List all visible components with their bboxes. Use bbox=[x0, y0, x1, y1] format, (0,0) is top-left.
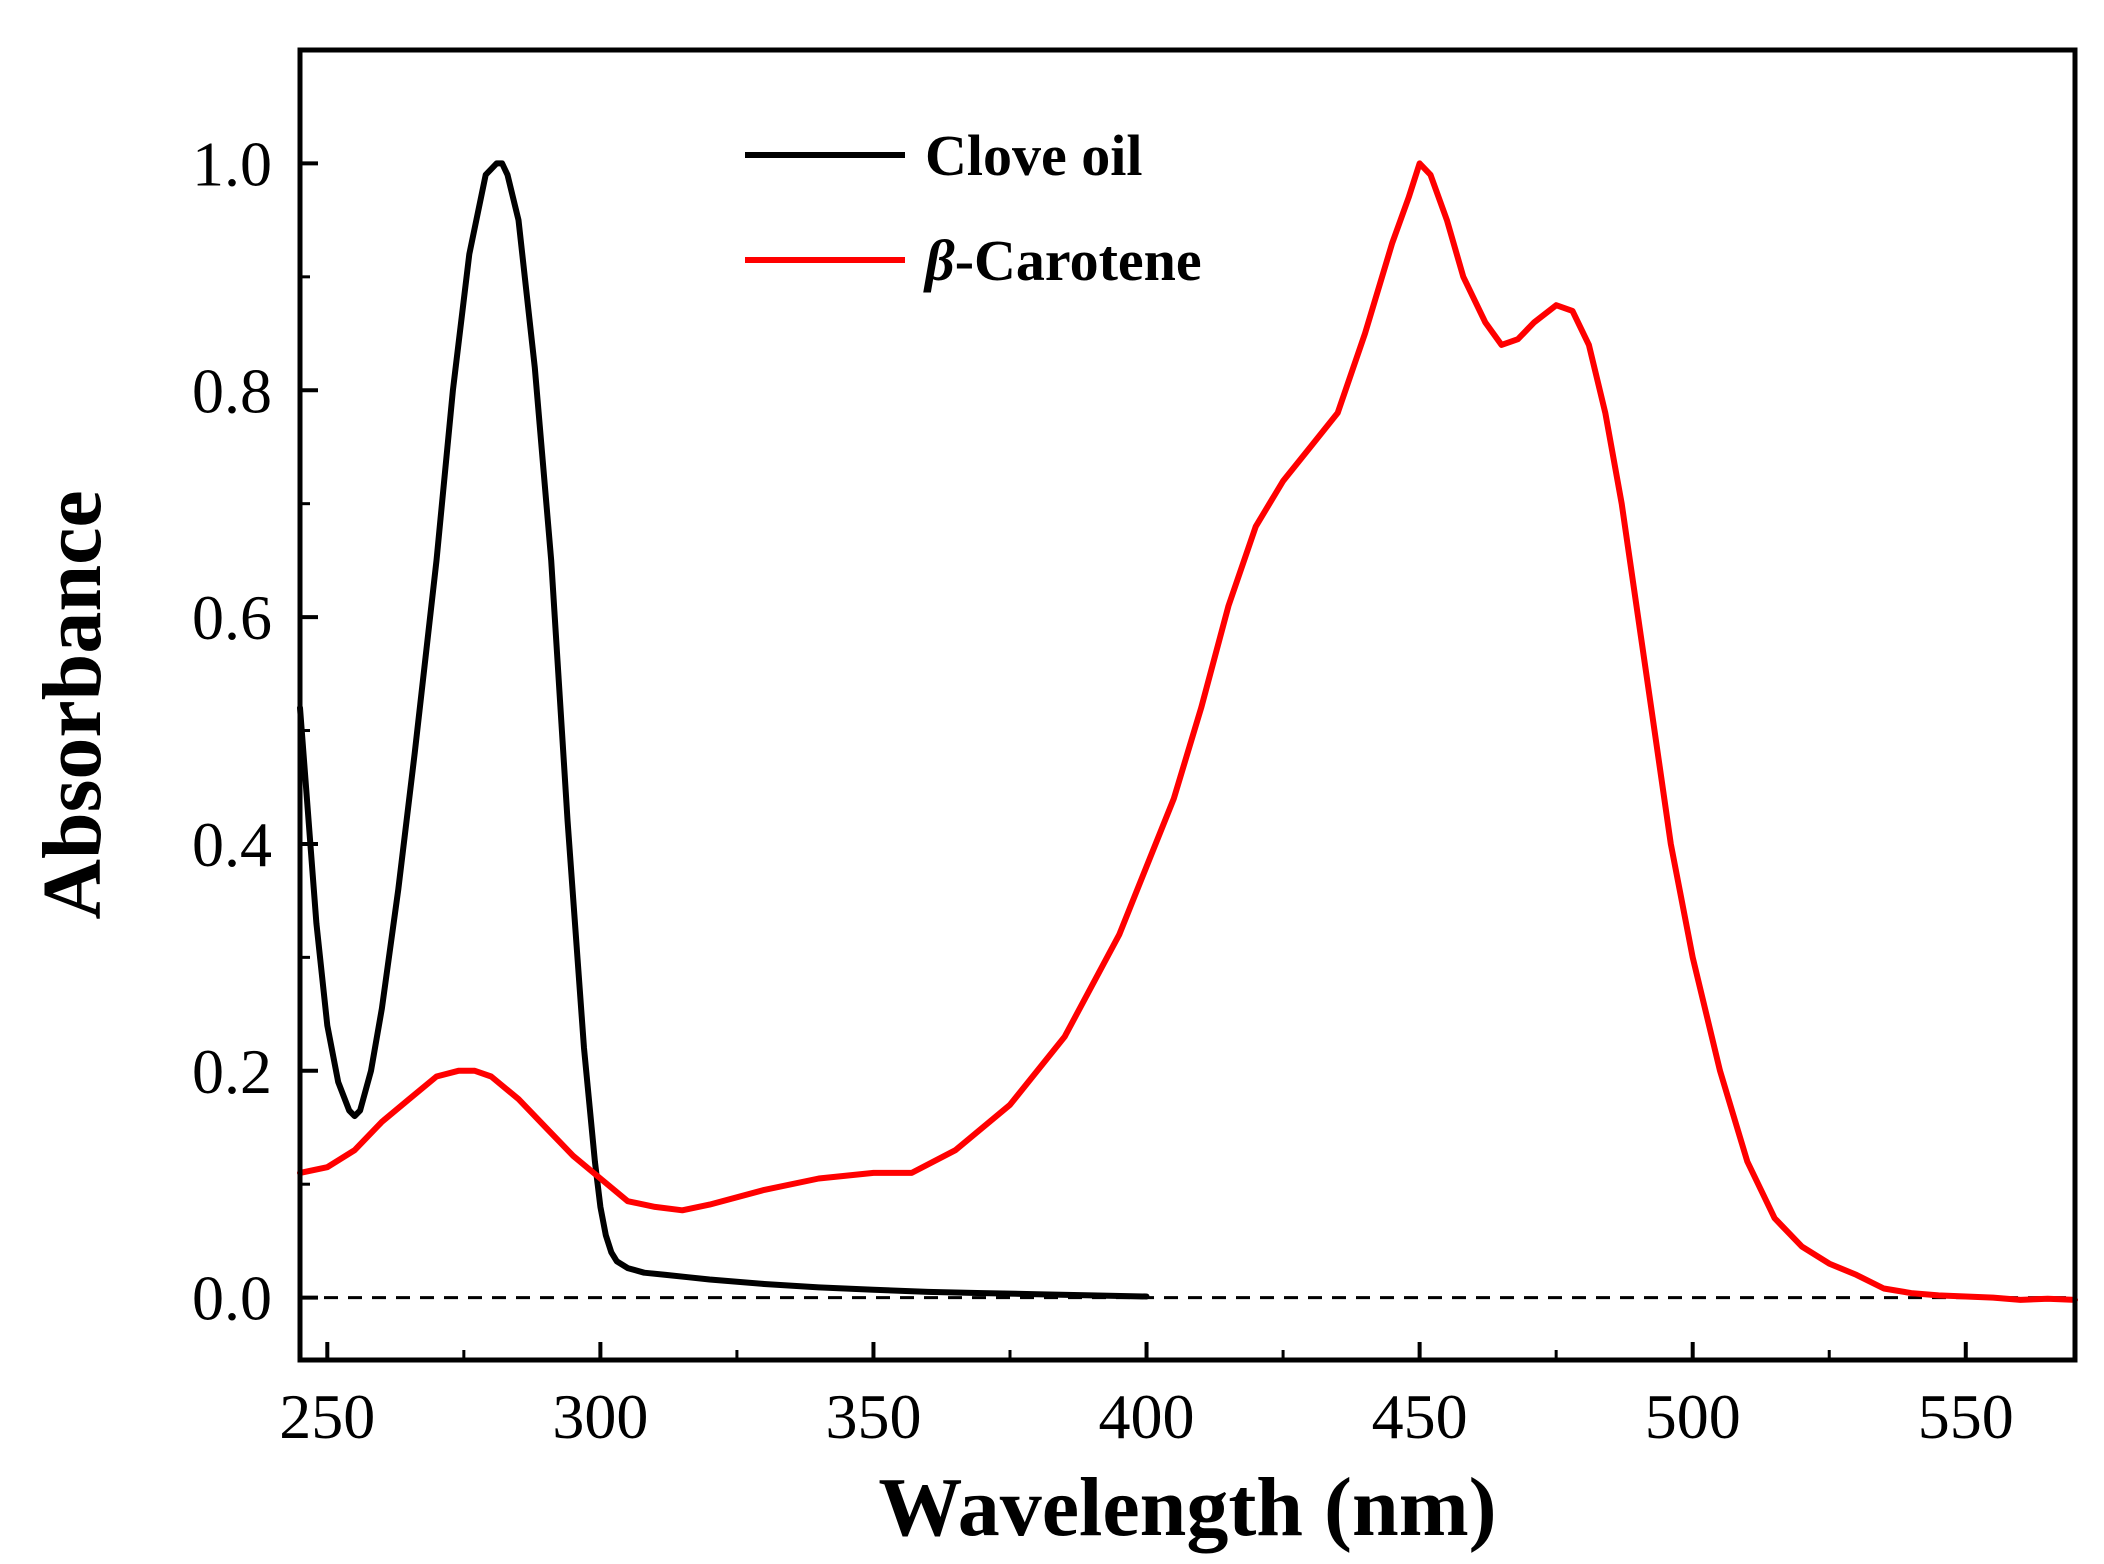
legend-label-clove-oil: Clove oil bbox=[925, 123, 1142, 188]
x-tick-label: 250 bbox=[279, 1381, 375, 1452]
y-tick-label: 0.8 bbox=[192, 355, 272, 426]
y-tick-label: 0.6 bbox=[192, 582, 272, 653]
series-line-1 bbox=[297, 160, 2078, 1303]
legend-label-beta-carotene: β-Carotene bbox=[923, 228, 1202, 293]
legend-beta-symbol: β bbox=[923, 228, 955, 293]
x-tick-label: 550 bbox=[1918, 1381, 2014, 1452]
y-tick-label: 0.2 bbox=[192, 1036, 272, 1107]
series-line-0 bbox=[297, 160, 1150, 1300]
plot-frame bbox=[297, 47, 2078, 1363]
y-tick-label: 0.4 bbox=[192, 809, 272, 880]
legend: Clove oil β-Carotene bbox=[745, 123, 1202, 293]
x-axis-title: Wavelength (nm) bbox=[878, 1461, 1496, 1554]
y-axis-ticks: 0.0 0.2 0.4 0.6 0.8 1.0 bbox=[192, 128, 318, 1334]
legend-carotene-suffix: -Carotene bbox=[955, 228, 1202, 293]
y-tick-label: 0.0 bbox=[192, 1263, 272, 1334]
series-layer bbox=[297, 160, 2078, 1303]
x-axis-ticks: 250 300 350 400 450 500 550 bbox=[279, 1342, 2014, 1452]
x-tick-label: 450 bbox=[1372, 1381, 1468, 1452]
x-tick-label: 500 bbox=[1645, 1381, 1741, 1452]
x-tick-label: 300 bbox=[552, 1381, 648, 1452]
x-tick-label: 400 bbox=[1099, 1381, 1195, 1452]
x-tick-label: 350 bbox=[825, 1381, 921, 1452]
y-tick-label: 1.0 bbox=[192, 128, 272, 199]
y-axis-title: Absorbance bbox=[26, 490, 119, 919]
